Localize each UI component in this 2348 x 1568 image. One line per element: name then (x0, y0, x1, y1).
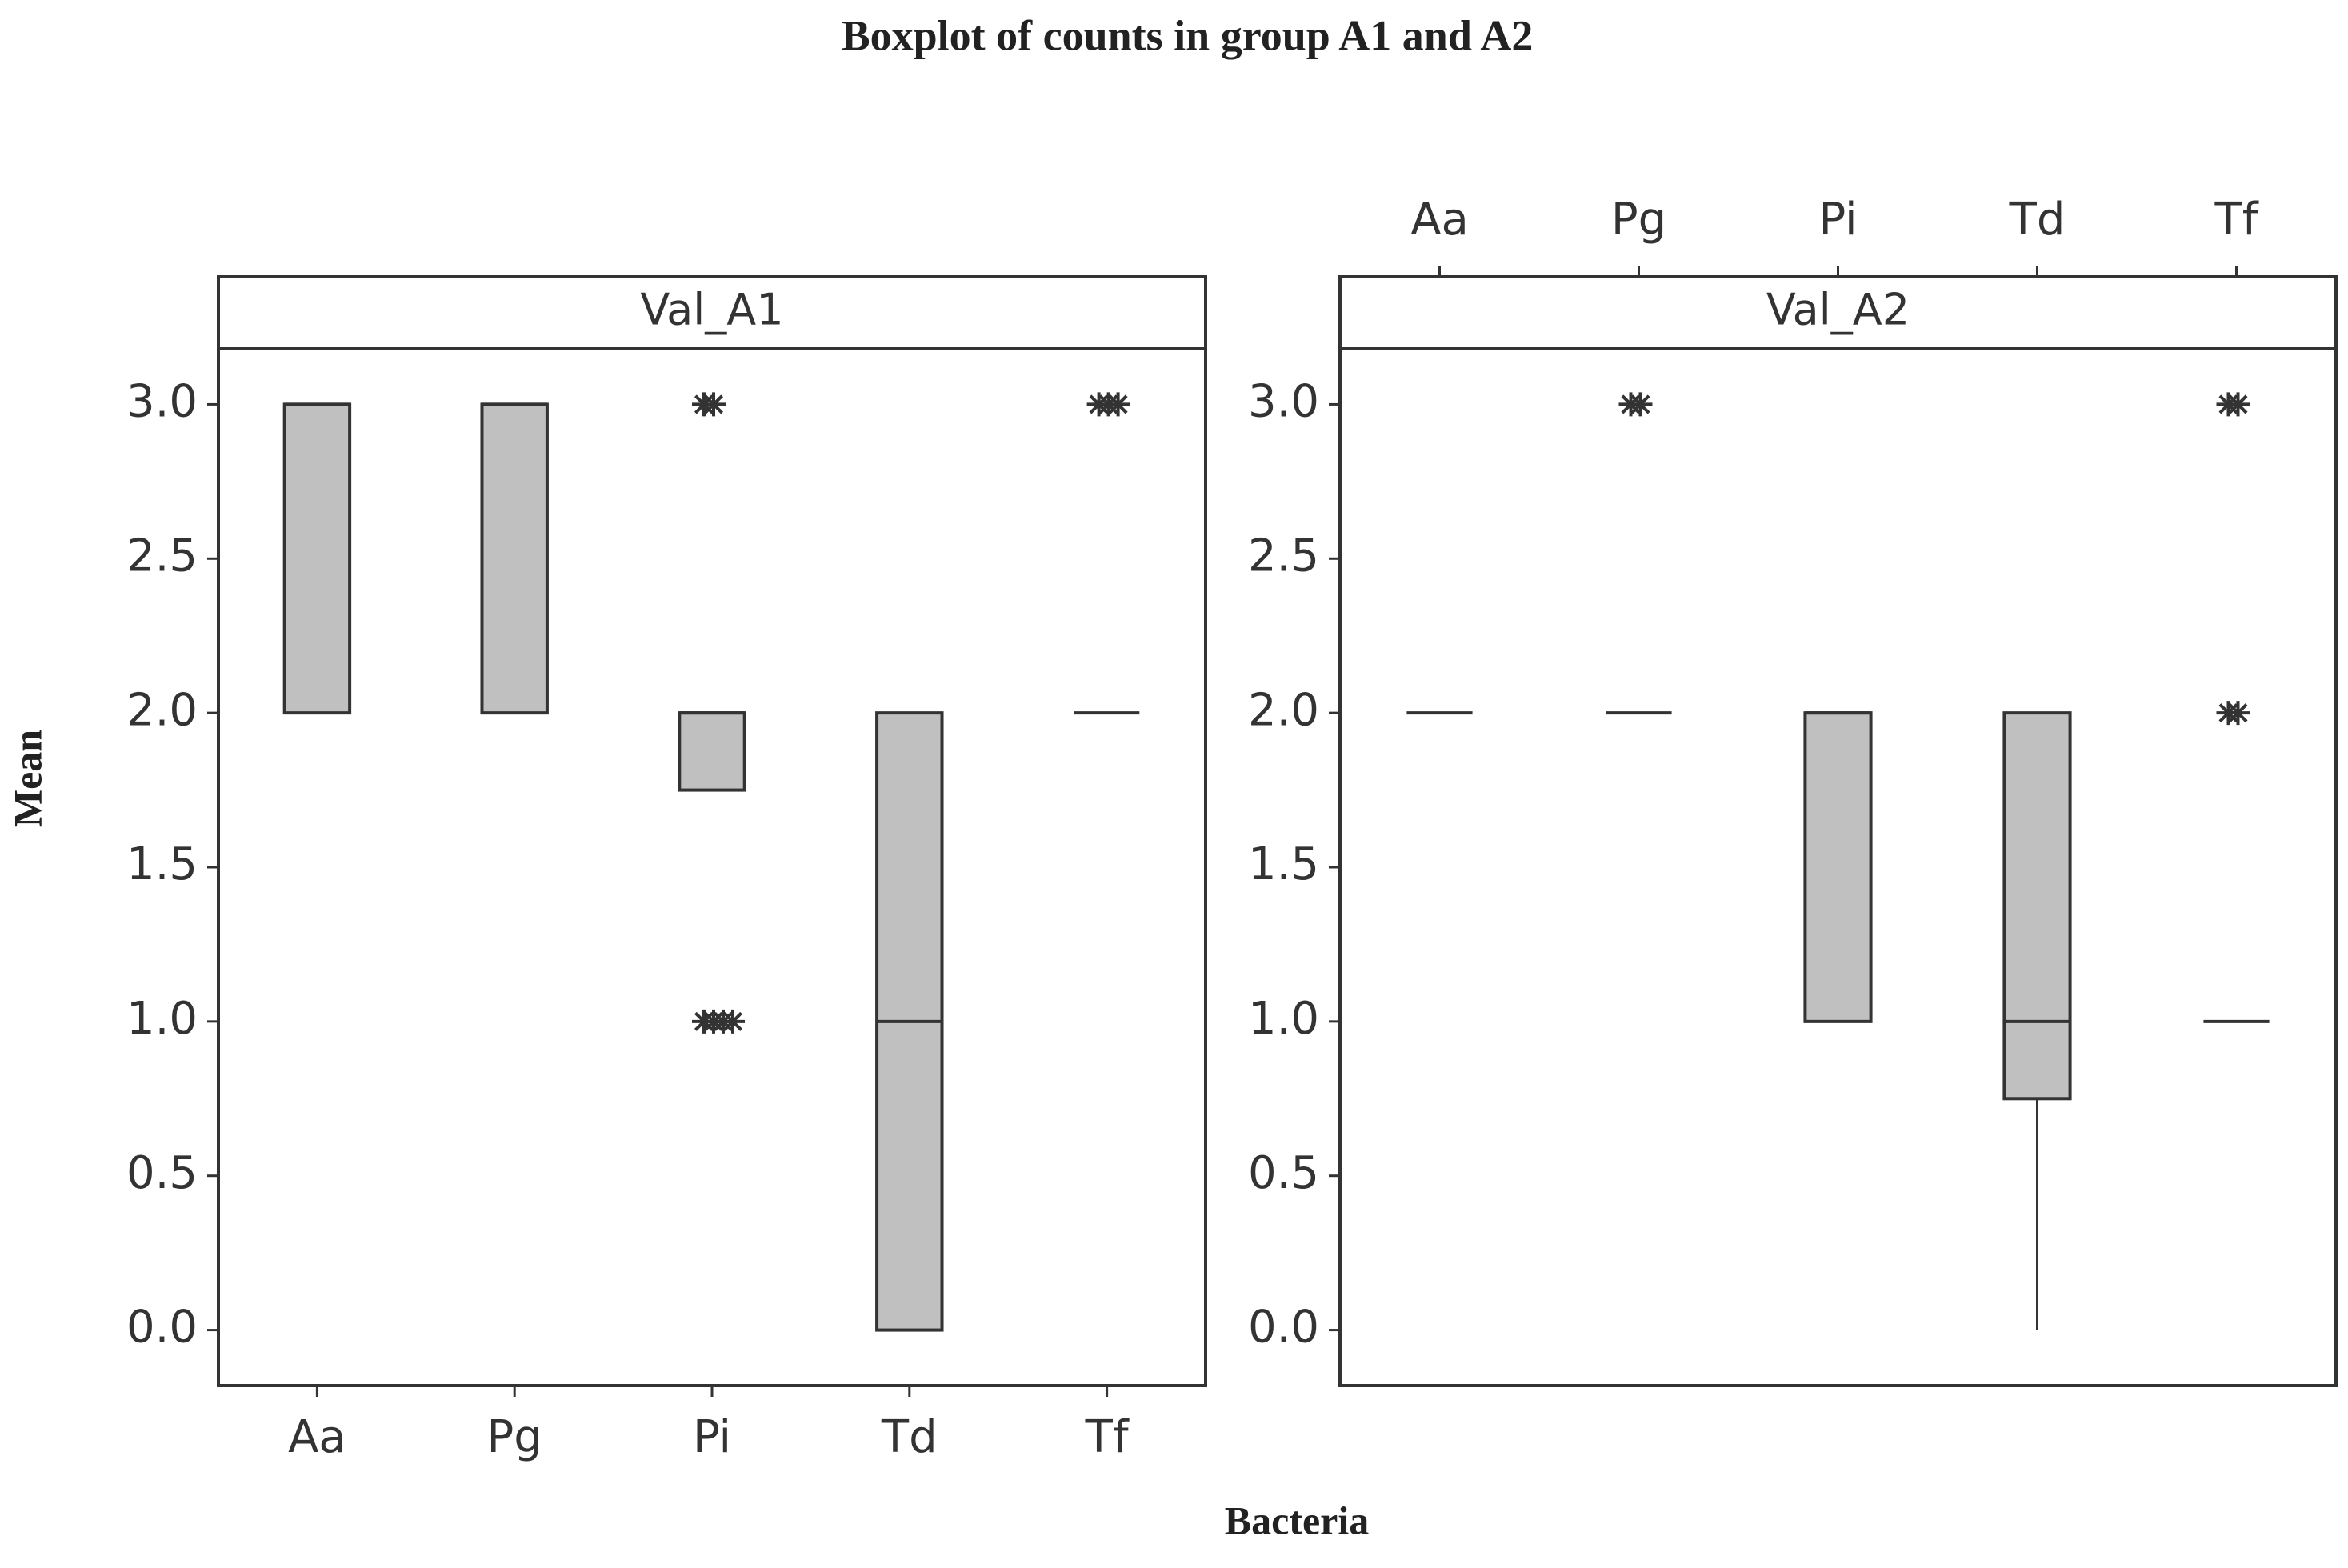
box (678, 711, 746, 792)
x-tick-label: Aa (288, 1411, 346, 1463)
outlier (702, 392, 726, 417)
box (2002, 711, 2072, 1101)
x-tick-label: Tf (1085, 1411, 1130, 1463)
panel-frame (217, 275, 1207, 1387)
x-tick-label: Aa (1410, 194, 1469, 246)
y-tick-label: 0.5 (1248, 1147, 1319, 1199)
box (1803, 711, 1873, 1023)
x-tick-label: Pi (693, 1411, 731, 1463)
outlier (2226, 392, 2250, 417)
strip-label: Val_A1 (640, 285, 783, 335)
y-tick-label: 0.0 (1248, 1302, 1319, 1354)
y-tick-label: 2.0 (1248, 684, 1319, 736)
y-tick-label: 1.5 (1248, 838, 1319, 890)
chart-title: Boxplot of counts in group A1 and A2 (842, 11, 1534, 59)
y-tick-label: 3.0 (1248, 376, 1319, 428)
outlier (1106, 392, 1130, 417)
x-tick-label: Td (2009, 194, 2066, 246)
x-tick-label: Pg (1611, 194, 1666, 246)
strip-label: Val_A2 (1766, 285, 1910, 335)
x-tick-label: Tf (2214, 194, 2259, 246)
box (282, 402, 352, 715)
y-tick-label: 3.0 (126, 376, 198, 428)
y-tick-label: 0.5 (126, 1147, 198, 1199)
outlier (2226, 701, 2250, 726)
y-tick-label: 0.0 (126, 1302, 198, 1354)
x-tick-label: Pg (487, 1411, 542, 1463)
y-tick-label: 2.0 (126, 684, 198, 736)
box (480, 402, 549, 715)
y-axis-label: Mean (5, 730, 50, 827)
y-tick-label: 1.0 (126, 993, 198, 1045)
y-tick-label: 1.0 (1248, 993, 1319, 1045)
x-tick-label: Td (881, 1411, 938, 1463)
y-tick-label: 1.5 (126, 838, 198, 890)
outlier (721, 1009, 745, 1034)
y-tick-label: 2.5 (1248, 530, 1319, 582)
x-tick-label: Pi (1818, 194, 1857, 246)
outlier (1628, 392, 1653, 417)
x-axis-label: Bacteria (1225, 1498, 1369, 1542)
y-tick-label: 2.5 (126, 530, 198, 582)
